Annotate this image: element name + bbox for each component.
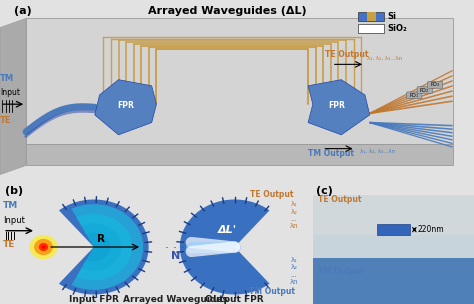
- Text: . . .: . . .: [165, 238, 185, 251]
- Polygon shape: [76, 214, 132, 280]
- Polygon shape: [0, 18, 26, 175]
- Text: TM Output: TM Output: [249, 288, 295, 296]
- Text: Output FPR: Output FPR: [205, 295, 264, 304]
- Text: (a): (a): [14, 6, 32, 16]
- Text: PD$_2$: PD$_2$: [419, 86, 430, 95]
- Text: ...: ...: [291, 271, 298, 278]
- Text: λ₂: λ₂: [291, 209, 298, 215]
- Text: λ₂: λ₂: [291, 264, 298, 270]
- Text: 220nm: 220nm: [418, 225, 444, 234]
- Text: ...: ...: [291, 216, 298, 222]
- Text: (b): (b): [5, 186, 23, 196]
- Text: Input: Input: [3, 216, 25, 225]
- Text: PD$_3$: PD$_3$: [430, 81, 440, 89]
- Text: Arrayed Waveguides (ΔL): Arrayed Waveguides (ΔL): [148, 6, 307, 16]
- Circle shape: [42, 245, 46, 249]
- Text: λ₁: λ₁: [291, 257, 298, 263]
- Polygon shape: [26, 144, 453, 165]
- Polygon shape: [308, 80, 370, 135]
- Text: ΔL': ΔL': [218, 226, 237, 235]
- Bar: [313, 195, 474, 235]
- Text: R: R: [97, 234, 105, 244]
- Bar: [313, 235, 474, 258]
- Text: TM: TM: [3, 201, 18, 210]
- Bar: [313, 258, 474, 304]
- Text: FPR: FPR: [328, 101, 345, 110]
- Polygon shape: [72, 204, 143, 290]
- Polygon shape: [95, 80, 156, 135]
- Text: λn: λn: [290, 279, 298, 285]
- Circle shape: [34, 239, 53, 255]
- Text: TE Output: TE Output: [250, 190, 294, 199]
- Text: TE Output: TE Output: [318, 195, 361, 204]
- Polygon shape: [26, 18, 453, 144]
- Bar: [358, 24, 384, 33]
- Text: N: N: [171, 251, 180, 261]
- Polygon shape: [86, 233, 110, 261]
- Bar: [358, 12, 384, 21]
- Text: λ₁: λ₁: [291, 201, 298, 207]
- Text: TE Output: TE Output: [325, 50, 368, 59]
- Text: Input: Input: [0, 88, 20, 97]
- Text: TM Output: TM Output: [308, 149, 354, 158]
- Circle shape: [39, 243, 48, 251]
- Text: TE: TE: [3, 240, 16, 249]
- FancyBboxPatch shape: [417, 87, 432, 93]
- Text: λn: λn: [290, 223, 298, 229]
- Text: FPR: FPR: [117, 101, 134, 110]
- Text: (c): (c): [316, 186, 333, 196]
- Text: Arrayed Waveguides: Arrayed Waveguides: [123, 295, 228, 304]
- Text: λ₁, λ₂, λ₃...λn: λ₁, λ₂, λ₃...λn: [360, 149, 395, 154]
- Polygon shape: [82, 223, 121, 271]
- Text: λ₁, λ₂, λ₃...λn: λ₁, λ₂, λ₃...λn: [367, 56, 402, 61]
- Text: Si: Si: [387, 12, 396, 21]
- Bar: [367, 12, 376, 21]
- FancyBboxPatch shape: [428, 81, 443, 88]
- Bar: [377, 224, 410, 235]
- FancyBboxPatch shape: [407, 92, 422, 99]
- Polygon shape: [59, 199, 148, 295]
- Text: SiO₂: SiO₂: [387, 24, 407, 33]
- Text: TE: TE: [0, 116, 11, 125]
- Polygon shape: [180, 199, 270, 295]
- Circle shape: [29, 235, 57, 259]
- Text: Input FPR: Input FPR: [69, 295, 119, 304]
- Text: TM Output: TM Output: [318, 267, 364, 276]
- Text: TM: TM: [0, 74, 14, 83]
- Text: PD$_1$: PD$_1$: [409, 91, 419, 100]
